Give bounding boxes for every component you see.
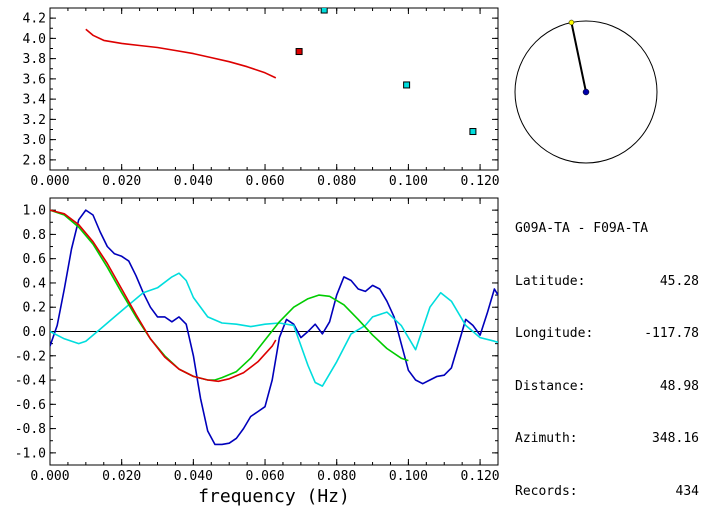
info-row-records: Records: 434 <box>515 483 699 501</box>
data-point <box>320 8 328 14</box>
azimuth-tip-dot <box>568 19 575 26</box>
x-tick-label: 0.000 <box>30 174 69 189</box>
y-tick-label: -1.0 <box>15 446 46 461</box>
y-tick-label: 3.8 <box>23 52 46 67</box>
y-tick-label: 0.0 <box>23 325 46 340</box>
azimuth-needle <box>570 22 587 93</box>
y-tick-label: -0.4 <box>15 374 46 389</box>
info-row-longitude: Longitude: -117.78 <box>515 325 699 343</box>
x-tick-label: 0.060 <box>245 174 284 189</box>
x-tick-label: 0.060 <box>245 469 284 484</box>
y-tick-label: 0.6 <box>23 252 46 267</box>
y-tick-label: 2.8 <box>23 153 46 168</box>
info-value: -117.78 <box>644 326 699 341</box>
info-row-azimuth: Azimuth: 348.16 <box>515 430 699 448</box>
series-line-0 <box>50 209 498 446</box>
series-group <box>85 8 477 136</box>
info-label: Distance: <box>515 378 586 394</box>
station-dot <box>582 88 590 96</box>
info-value: 48.98 <box>659 378 699 394</box>
data-point <box>295 48 303 56</box>
y-tick-label: 0.4 <box>23 276 47 291</box>
station-pair-title: G09A-TA - F09A-TA <box>515 221 649 236</box>
compass-circle <box>514 20 658 164</box>
y-tick-label: 4.2 <box>23 12 46 27</box>
info-value: 348.16 <box>652 431 699 446</box>
plot-frame <box>49 7 499 171</box>
y-tick-label: -0.8 <box>15 422 46 437</box>
y-tick-label: 4.0 <box>23 32 46 47</box>
y-tick-label: 0.8 <box>23 228 46 243</box>
series-line-0 <box>85 28 277 79</box>
info-row-distance: Distance: 48.98 <box>515 378 699 396</box>
top-plot: 0.000 0.020 0.040 0.060 0.080 0.100 0.120 2.8 3.… <box>23 7 500 189</box>
info-label: Records: <box>515 483 578 499</box>
series-group <box>50 209 498 446</box>
y-tick-label: 1.0 <box>23 204 46 219</box>
y-tick-label: -0.6 <box>15 398 46 413</box>
info-panel: G09A-TA - F09A-TA Latitude: 45.28 Longitu… <box>515 185 699 518</box>
info-label: Latitude: <box>515 273 586 289</box>
y-tick-label: -0.2 <box>15 349 46 364</box>
y-tick-label: 0.2 <box>23 301 46 316</box>
compass-rose <box>514 19 658 164</box>
series-line-3 <box>50 209 277 383</box>
series-line-2 <box>50 209 409 381</box>
info-label: Azimuth: <box>515 431 578 446</box>
x-tick-label: 0.120 <box>461 174 500 189</box>
x-tick-label: 0.100 <box>389 469 428 484</box>
x-tick-label: 0.000 <box>30 469 69 484</box>
info-label: Longitude: <box>515 326 594 341</box>
data-point <box>469 128 477 136</box>
x-tick-label: 0.080 <box>317 174 356 189</box>
info-value: 45.28 <box>659 273 699 289</box>
x-tick-label: 0.020 <box>102 469 141 484</box>
y-tick-label: 3.4 <box>23 93 47 108</box>
info-value: 434 <box>675 483 699 499</box>
info-row-latitude: Latitude: 45.28 <box>515 273 699 291</box>
y-tick-label: 3.6 <box>23 72 46 87</box>
bottom-plot: 0.000 0.020 0.040 0.060 0.080 0.100 0.120 -1.0 -… <box>15 197 500 507</box>
x-tick-label: 0.100 <box>389 174 428 189</box>
y-tick-label: 3.0 <box>23 133 46 148</box>
x-tick-label: 0.120 <box>461 469 500 484</box>
data-point <box>403 81 411 89</box>
y-tick-label: 3.2 <box>23 113 46 128</box>
x-tick-label: 0.020 <box>102 174 141 189</box>
x-tick-label: 0.040 <box>174 469 213 484</box>
x-tick-label: 0.080 <box>317 469 356 484</box>
x-tick-label: 0.040 <box>174 174 213 189</box>
x-axis-label: frequency (Hz) <box>198 486 350 507</box>
